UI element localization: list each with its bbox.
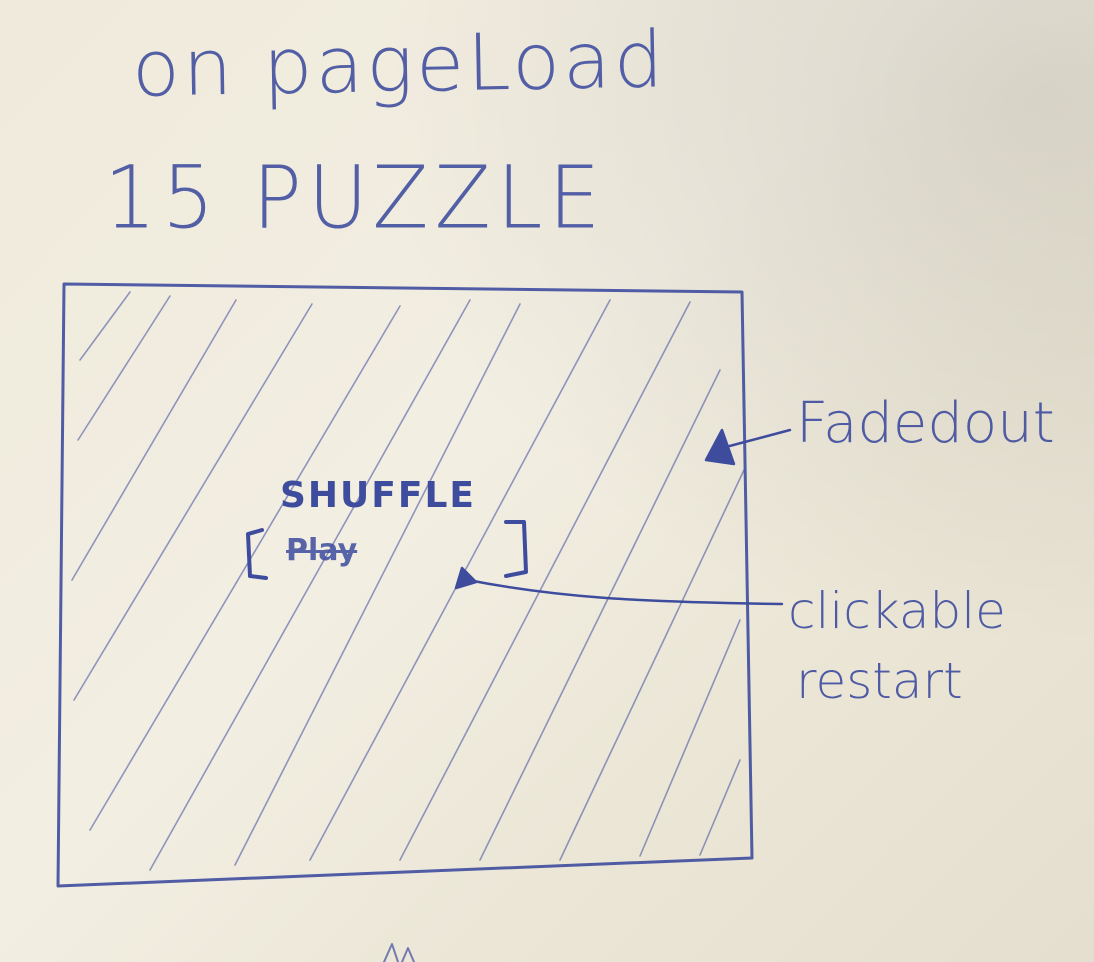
title-15-puzzle: 15 PUZZLE	[104, 148, 607, 249]
arrow-faded-head	[704, 428, 736, 466]
shuffle-label: SHUFFLE	[280, 475, 477, 516]
arrow-clickable-line	[466, 578, 784, 606]
annotation-clickable: clickable	[788, 582, 1006, 640]
bottom-scribble	[383, 943, 415, 962]
button-bracket-right	[504, 520, 528, 578]
play-label: Play	[286, 533, 358, 568]
shuffle-button[interactable]	[244, 524, 534, 584]
arrow-clickable-head	[454, 566, 478, 590]
arrow-faded-line	[720, 428, 792, 450]
annotation-restart: restart	[796, 652, 963, 710]
button-bracket-left	[246, 528, 268, 580]
board-frame	[56, 282, 754, 888]
annotation-fadedout: Fadedout	[796, 391, 1055, 456]
